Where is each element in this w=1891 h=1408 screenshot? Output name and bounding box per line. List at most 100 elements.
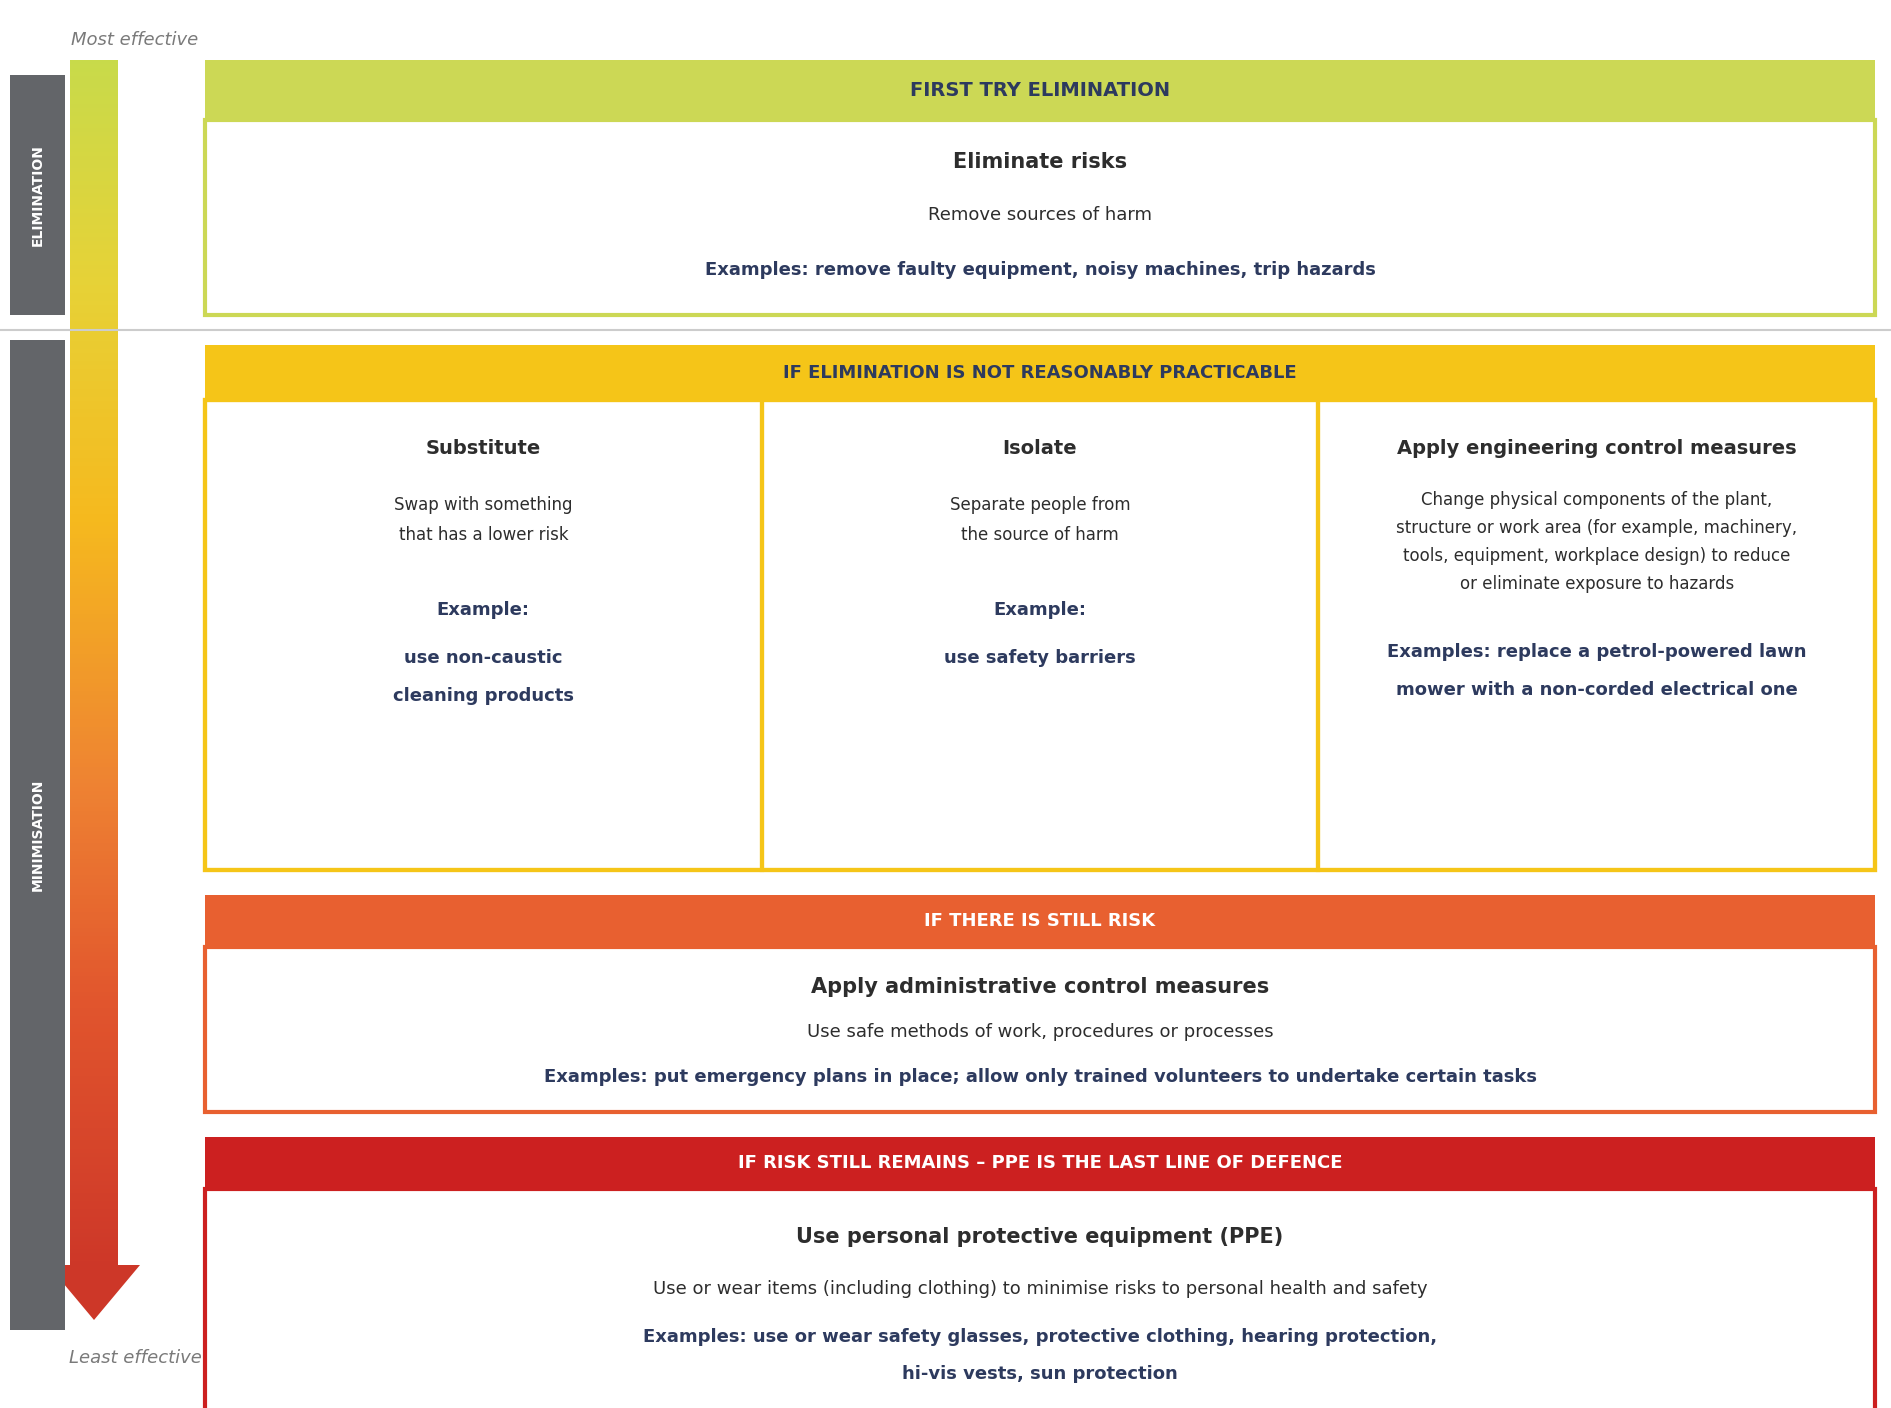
Bar: [70, 743, 117, 746]
Bar: [70, 880, 117, 883]
Bar: [70, 1184, 117, 1188]
Bar: [70, 715, 117, 718]
Bar: [70, 603, 117, 607]
Bar: [70, 872, 117, 876]
Bar: [70, 434, 117, 438]
Bar: [70, 145, 117, 148]
Bar: [70, 308, 117, 313]
Bar: [70, 92, 117, 96]
Bar: [70, 650, 117, 655]
Bar: [70, 510, 117, 514]
Bar: [70, 960, 117, 963]
Bar: [70, 518, 117, 522]
Bar: [70, 277, 117, 282]
Bar: [70, 839, 117, 843]
Text: Use personal protective equipment (PPE): Use personal protective equipment (PPE): [796, 1226, 1284, 1247]
Bar: [70, 301, 117, 306]
Bar: [70, 232, 117, 237]
Bar: [70, 225, 117, 228]
Bar: [70, 642, 117, 646]
Bar: [70, 767, 117, 772]
Text: Example:: Example:: [437, 601, 529, 620]
Bar: [70, 486, 117, 490]
Bar: [70, 265, 117, 269]
Bar: [204, 400, 1876, 870]
Bar: [70, 1225, 117, 1229]
Bar: [204, 1188, 1876, 1408]
Bar: [70, 169, 117, 172]
Bar: [70, 800, 117, 803]
Bar: [70, 425, 117, 429]
Bar: [70, 703, 117, 707]
Bar: [70, 438, 117, 442]
Bar: [70, 932, 117, 936]
Bar: [70, 542, 117, 546]
Bar: [70, 631, 117, 635]
Bar: [70, 165, 117, 169]
Bar: [70, 1153, 117, 1156]
Bar: [70, 1041, 117, 1045]
Bar: [70, 674, 117, 679]
Bar: [70, 217, 117, 221]
Bar: [70, 1060, 117, 1064]
Bar: [70, 260, 117, 265]
Bar: [70, 707, 117, 711]
Bar: [70, 1205, 117, 1208]
Bar: [70, 208, 117, 213]
Bar: [70, 505, 117, 510]
Bar: [70, 1112, 117, 1117]
Bar: [70, 421, 117, 425]
Bar: [70, 843, 117, 848]
Bar: [70, 859, 117, 863]
Bar: [70, 891, 117, 895]
Bar: [70, 1217, 117, 1221]
Text: IF RISK STILL REMAINS – PPE IS THE LAST LINE OF DEFENCE: IF RISK STILL REMAINS – PPE IS THE LAST …: [737, 1155, 1343, 1171]
Bar: [70, 76, 117, 80]
Bar: [70, 655, 117, 659]
Text: Substitute: Substitute: [425, 438, 541, 458]
Text: Examples: put emergency plans in place; allow only trained volunteers to underta: Examples: put emergency plans in place; …: [543, 1069, 1537, 1086]
Text: Least effective: Least effective: [68, 1349, 202, 1367]
Bar: [70, 1136, 117, 1140]
Text: Examples: use or wear safety glasses, protective clothing, hearing protection,: Examples: use or wear safety glasses, pr…: [643, 1328, 1437, 1346]
Bar: [70, 555, 117, 558]
Text: FIRST TRY ELIMINATION: FIRST TRY ELIMINATION: [910, 80, 1171, 100]
Bar: [70, 824, 117, 826]
Bar: [70, 670, 117, 674]
Text: structure or work area (for example, machinery,: structure or work area (for example, mac…: [1396, 520, 1796, 536]
Bar: [70, 132, 117, 137]
Bar: [70, 494, 117, 498]
Bar: [70, 791, 117, 796]
Bar: [70, 172, 117, 176]
Bar: [70, 156, 117, 161]
Bar: [70, 128, 117, 132]
Text: Example:: Example:: [993, 601, 1087, 620]
Bar: [70, 566, 117, 570]
Polygon shape: [47, 1264, 140, 1321]
Bar: [70, 607, 117, 610]
Bar: [70, 579, 117, 582]
Bar: [70, 282, 117, 284]
Text: tools, equipment, workplace design) to reduce: tools, equipment, workplace design) to r…: [1403, 546, 1791, 565]
Text: IF ELIMINATION IS NOT REASONABLY PRACTICABLE: IF ELIMINATION IS NOT REASONABLY PRACTIC…: [783, 363, 1297, 382]
Bar: [70, 815, 117, 819]
Bar: [70, 610, 117, 614]
Bar: [204, 1138, 1876, 1188]
Bar: [70, 807, 117, 811]
Bar: [70, 358, 117, 362]
Bar: [70, 237, 117, 241]
Bar: [70, 1145, 117, 1149]
Bar: [70, 253, 117, 256]
Bar: [70, 184, 117, 189]
Bar: [70, 96, 117, 100]
Bar: [70, 1084, 117, 1088]
Bar: [70, 442, 117, 445]
Text: or eliminate exposure to hazards: or eliminate exposure to hazards: [1460, 574, 1734, 593]
Bar: [70, 221, 117, 225]
Text: the source of harm: the source of harm: [961, 527, 1119, 543]
Bar: [204, 61, 1876, 120]
Bar: [70, 514, 117, 518]
Bar: [70, 952, 117, 956]
Bar: [70, 161, 117, 165]
Bar: [70, 522, 117, 527]
